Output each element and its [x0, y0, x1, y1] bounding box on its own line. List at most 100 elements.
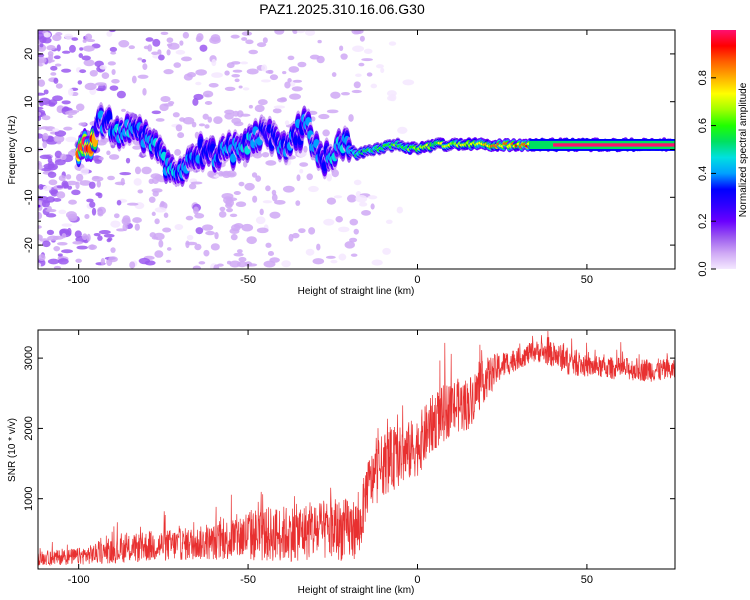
heatmap-speckle: [75, 258, 82, 263]
heatmap-speckle: [38, 254, 46, 262]
x-tick-label: 0: [414, 274, 420, 286]
snr-frame: [37, 329, 676, 570]
heatmap-speckle: [271, 193, 278, 202]
heatmap-speckle: [125, 157, 131, 164]
heatmap-speckle: [254, 104, 265, 113]
heatmap-speckle: [57, 258, 69, 265]
heatmap-speckle: [298, 228, 306, 234]
heatmap-speckle: [216, 263, 224, 267]
heatmap-speckle: [61, 100, 71, 105]
heatmap-speckle: [333, 195, 343, 199]
heatmap-speckle: [83, 59, 95, 67]
heatmap-speckle: [257, 99, 268, 106]
x-tick-label: -100: [68, 574, 90, 586]
heatmap-speckle: [316, 243, 321, 251]
heatmap-speckle: [66, 180, 78, 186]
heatmap-speckle: [255, 175, 262, 182]
heatmap-speckle: [262, 200, 273, 204]
heatmap-speckle: [52, 34, 62, 42]
heatmap-speckle: [110, 220, 121, 228]
heatmap-speckle: [160, 31, 169, 36]
heatmap-speckle: [233, 190, 241, 196]
heatmap-speckle: [273, 199, 286, 205]
heatmap-speckle: [166, 247, 172, 251]
heatmap-speckle: [338, 226, 350, 233]
heatmap-speckle: [230, 233, 238, 241]
heatmap-speckle: [101, 72, 110, 79]
heatmap-speckle: [42, 141, 47, 149]
heatmap-speckle: [152, 38, 161, 47]
heatmap-speckle: [265, 70, 273, 74]
spectrogram-y-label: Frequency (Hz): [7, 116, 18, 185]
heatmap-speckle: [56, 191, 66, 199]
heatmap-speckle: [99, 65, 107, 70]
heatmap-speckle: [350, 253, 358, 257]
heatmap-speckle: [317, 39, 322, 44]
heatmap-speckle: [353, 81, 361, 89]
heatmap-speckle: [137, 74, 149, 79]
heatmap-speckle: [261, 151, 270, 158]
heatmap-speckle: [179, 117, 186, 122]
heatmap-speckle: [75, 181, 80, 190]
heatmap-speckle: [38, 164, 43, 171]
heatmap-speckle: [132, 145, 142, 150]
heatmap-speckle: [236, 249, 243, 254]
heatmap-speckle: [109, 30, 116, 33]
heatmap-speckle: [359, 202, 368, 207]
heatmap-speckle: [232, 69, 243, 73]
heatmap-speckle: [38, 204, 41, 208]
heatmap-speckle: [47, 157, 53, 163]
heatmap-speckle: [166, 49, 171, 56]
heatmap-speckle: [47, 171, 57, 178]
heatmap-speckle: [175, 124, 183, 132]
heatmap-speckle: [71, 189, 81, 196]
heatmap-speckle: [367, 195, 378, 200]
heatmap-speckle: [126, 202, 139, 206]
heatmap-speckle: [221, 170, 232, 179]
heatmap-speckle: [56, 44, 61, 52]
heatmap-speckle: [353, 179, 362, 186]
heatmap-speckle: [219, 206, 226, 212]
heatmap-speckle: [241, 31, 253, 36]
heatmap-speckle: [335, 215, 343, 223]
heatmap-speckle: [52, 128, 60, 132]
colorbar-tick-label: 0.8: [697, 70, 709, 85]
heatmap-speckle: [68, 109, 80, 114]
heatmap-speckle: [94, 158, 103, 164]
y-tick-label: 3000: [23, 346, 35, 370]
heatmap-speckle: [79, 47, 84, 51]
heatmap-speckle: [137, 57, 143, 61]
heatmap-speckle: [77, 80, 83, 85]
heatmap-speckle: [242, 87, 250, 91]
heatmap-speckle: [116, 199, 122, 206]
heatmap-speckle: [108, 256, 118, 263]
heatmap-speckle: [53, 77, 59, 84]
heatmap-speckle: [38, 225, 42, 229]
heatmap-speckle: [259, 208, 264, 216]
heatmap-speckle: [151, 110, 162, 115]
heatmap-speckle: [42, 240, 51, 248]
heatmap-speckle: [331, 72, 337, 77]
heatmap-speckle: [287, 55, 295, 61]
heatmap-speckle: [69, 44, 76, 53]
heatmap-speckle: [308, 227, 316, 235]
heatmap-speckle: [78, 53, 83, 58]
heatmap-speckle: [192, 98, 199, 106]
heatmap-speckle: [371, 259, 383, 266]
colorbar-gradient: [711, 30, 736, 269]
heatmap-speckle: [235, 201, 247, 208]
heatmap-speckle: [276, 97, 287, 103]
y-tick-label: 2000: [23, 416, 35, 440]
heatmap-speckle: [61, 68, 72, 73]
heatmap-speckle: [56, 242, 68, 246]
heatmap-speckle: [214, 232, 219, 240]
y-tick-label: -10: [23, 189, 35, 205]
heatmap-speckle: [207, 170, 215, 178]
heatmap-speckle: [240, 61, 249, 65]
heatmap-speckle: [292, 30, 298, 35]
heatmap-speckle: [122, 223, 128, 232]
heatmap-speckle: [72, 240, 83, 245]
heatmap-speckle: [284, 81, 291, 89]
heatmap-speckle: [359, 35, 365, 42]
heatmap-speckle: [38, 211, 43, 220]
